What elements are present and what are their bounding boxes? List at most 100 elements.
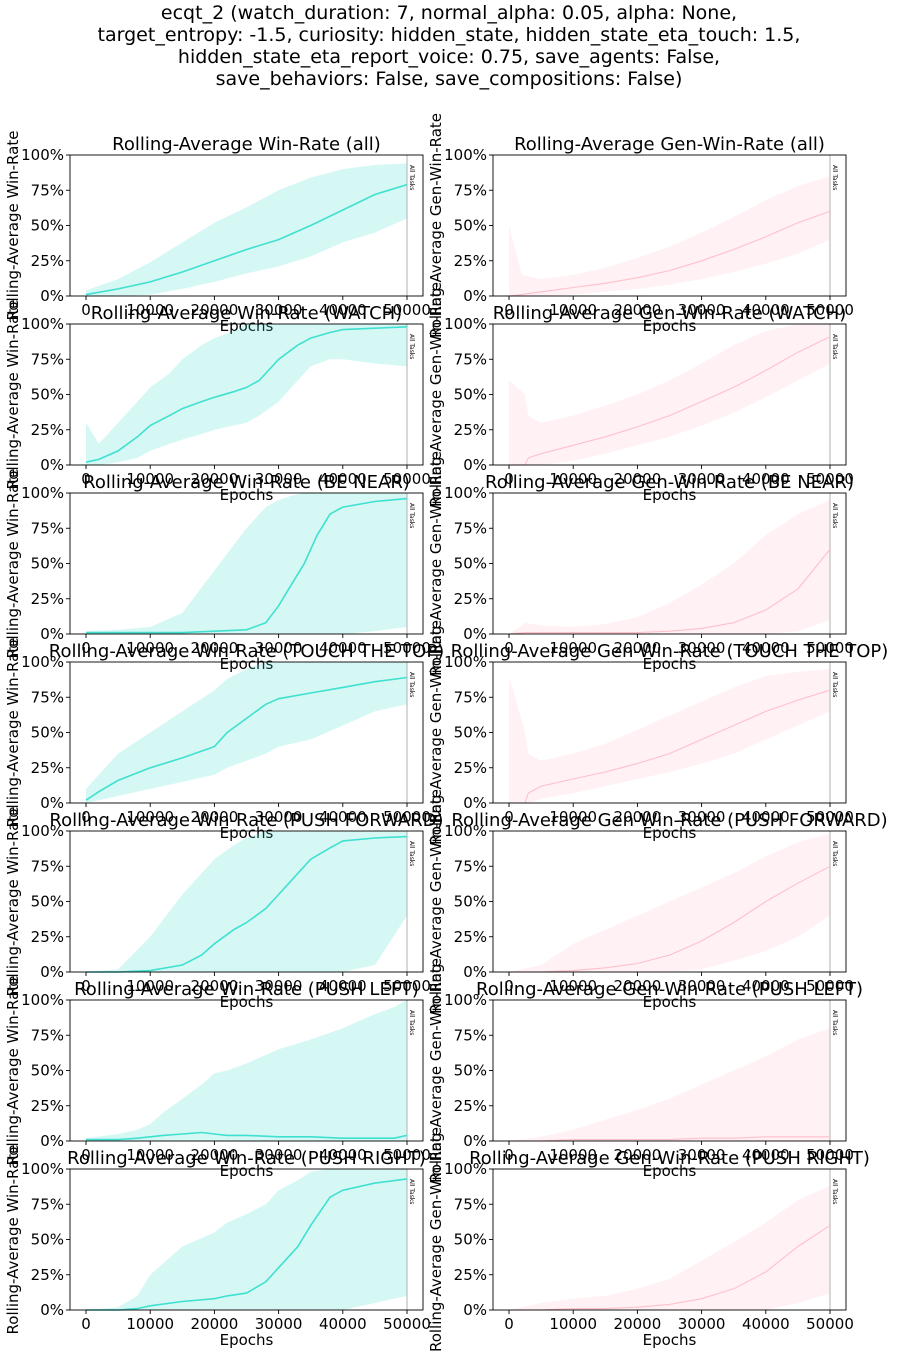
x-tick-label: 0: [504, 639, 514, 657]
y-tick-label: 25%: [454, 421, 487, 439]
subplot-title: Rolling-Average Win-Rate (TOUCH THE TOP): [49, 641, 444, 662]
subplot-title: Rolling-Average Gen-Win-Rate (WATCH): [493, 303, 847, 324]
y-axis-label: Rolling-Average Win-Rate: [4, 807, 22, 997]
x-tick-label: 50000: [806, 1315, 854, 1333]
y-tick-label: 0%: [40, 1132, 64, 1150]
subplot-title: Rolling-Average Win-Rate (BE NEAR): [83, 472, 410, 493]
y-tick-label: 75%: [454, 1026, 487, 1044]
y-tick-label: 25%: [454, 759, 487, 777]
x-tick-label: 0: [81, 639, 91, 657]
confidence-band: [86, 324, 407, 465]
y-axis-label: Rolling-Average Gen-Win-Rate: [427, 789, 445, 1014]
y-tick-label: 25%: [31, 928, 64, 946]
all-tasks-label: All Tasks: [831, 165, 838, 190]
x-tick-label: 20000: [614, 977, 662, 995]
y-tick-label: 75%: [31, 181, 64, 199]
x-tick-label: 20000: [191, 301, 239, 319]
y-tick-label: 75%: [454, 181, 487, 199]
x-tick-label: 40000: [319, 977, 367, 995]
x-tick-label: 30000: [255, 808, 303, 826]
x-tick-label: 50000: [383, 808, 431, 826]
y-axis-label: Rolling-Average Gen-Win-Rate: [427, 113, 445, 338]
x-tick-label: 40000: [319, 1146, 367, 1164]
x-axis-label: Epochs: [220, 1331, 274, 1349]
x-tick-label: 40000: [742, 1146, 790, 1164]
x-axis-label: Epochs: [643, 993, 697, 1011]
y-tick-label: 0%: [463, 794, 487, 812]
y-axis-label: Rolling-Average Gen-Win-Rate: [427, 620, 445, 845]
x-tick-label: 10000: [126, 639, 174, 657]
y-tick-label: 50%: [31, 555, 64, 573]
y-tick-label: 75%: [454, 519, 487, 537]
x-axis-label: Epochs: [220, 993, 274, 1011]
y-tick-label: 0%: [463, 625, 487, 643]
y-tick-label: 50%: [31, 386, 64, 404]
x-tick-label: 20000: [614, 1315, 662, 1333]
mean-line: [86, 1131, 408, 1141]
x-tick-label: 50000: [806, 470, 854, 488]
y-tick-label: 100%: [21, 822, 64, 840]
x-tick-label: 40000: [742, 301, 790, 319]
y-tick-label: 25%: [31, 1266, 64, 1284]
x-tick-label: 30000: [678, 301, 726, 319]
x-axis-label: Epochs: [643, 1331, 697, 1349]
y-tick-label: 25%: [31, 1097, 64, 1115]
y-tick-label: 0%: [463, 287, 487, 305]
confidence-band: [86, 1000, 407, 1141]
all-tasks-label: All Tasks: [408, 672, 415, 697]
x-tick-label: 10000: [126, 1146, 174, 1164]
y-tick-label: 50%: [454, 724, 487, 742]
y-tick-label: 50%: [31, 217, 64, 235]
x-tick-label: 10000: [126, 470, 174, 488]
y-tick-label: 100%: [444, 484, 487, 502]
all-tasks-label: All Tasks: [831, 503, 838, 528]
y-tick-label: 0%: [40, 963, 64, 981]
x-tick-label: 20000: [614, 470, 662, 488]
x-tick-label: 50000: [806, 808, 854, 826]
x-tick-label: 30000: [678, 639, 726, 657]
y-tick-label: 25%: [454, 252, 487, 270]
all-tasks-label: All Tasks: [408, 165, 415, 190]
y-tick-label: 0%: [463, 963, 487, 981]
confidence-band: [509, 669, 830, 803]
x-axis-label: Epochs: [643, 317, 697, 335]
x-tick-label: 50000: [806, 1146, 854, 1164]
y-tick-label: 75%: [31, 1026, 64, 1044]
subplot-title: Rolling-Average Win-Rate (PUSH LEFT): [74, 979, 419, 1000]
y-tick-label: 25%: [454, 590, 487, 608]
y-tick-label: 50%: [454, 1231, 487, 1249]
x-tick-label: 0: [504, 977, 514, 995]
x-tick-label: 40000: [319, 301, 367, 319]
x-tick-label: 0: [81, 1315, 91, 1333]
x-tick-label: 50000: [383, 639, 431, 657]
x-tick-label: 40000: [319, 470, 367, 488]
x-axis-label: Epochs: [220, 1162, 274, 1180]
mean-line: [85, 676, 408, 801]
x-tick-label: 50000: [806, 639, 854, 657]
y-tick-label: 50%: [31, 1231, 64, 1249]
y-tick-label: 100%: [21, 315, 64, 333]
confidence-band: [509, 176, 830, 296]
mean-line: [509, 1224, 831, 1311]
x-tick-label: 0: [504, 1146, 514, 1164]
all-tasks-label: All Tasks: [408, 334, 415, 359]
x-tick-label: 30000: [255, 977, 303, 995]
y-tick-label: 75%: [31, 1195, 64, 1213]
mean-line: [508, 210, 831, 297]
x-tick-label: 50000: [383, 1315, 431, 1333]
y-tick-label: 50%: [454, 217, 487, 235]
x-tick-label: 40000: [742, 470, 790, 488]
x-tick-label: 0: [504, 808, 514, 826]
all-tasks-label: All Tasks: [831, 1179, 838, 1204]
y-tick-label: 0%: [40, 1301, 64, 1319]
mean-line: [509, 1136, 830, 1142]
x-tick-label: 40000: [742, 808, 790, 826]
mean-line: [86, 497, 408, 634]
x-tick-label: 0: [81, 1146, 91, 1164]
confidence-band: [86, 493, 407, 634]
all-tasks-label: All Tasks: [831, 334, 838, 359]
y-tick-label: 100%: [444, 822, 487, 840]
x-tick-label: 10000: [549, 808, 597, 826]
x-axis-label: Epochs: [220, 317, 274, 335]
